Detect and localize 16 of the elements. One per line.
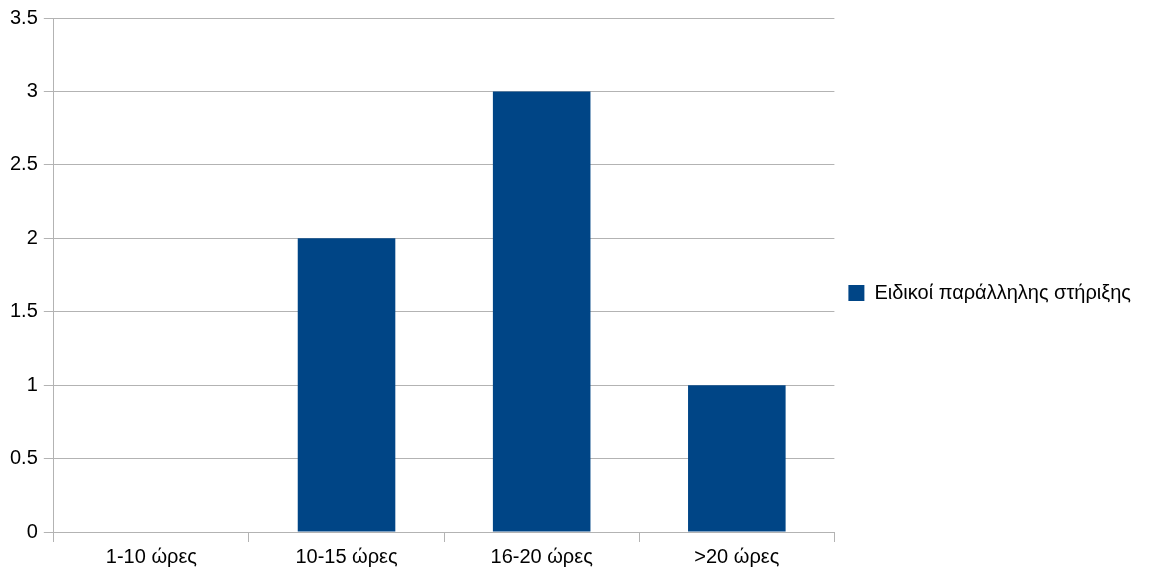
y-tick-label: 3.5 [9,5,38,28]
y-tick-label: 0.5 [9,446,38,469]
y-tick-label: 0 [26,519,38,542]
x-tick-label: 16-20 ώρες [490,544,594,567]
y-tick-label: 3 [26,78,38,101]
y-tick-label: 2.5 [9,152,38,175]
y-tick-label: 1.5 [9,299,38,322]
x-tick-label: 1-10 ώρες [105,544,198,567]
x-tick-label: >20 ώρες [694,544,780,567]
bar [297,238,396,532]
legend-label: Ειδικοί παράλληλης στήριξης [874,280,1132,303]
bar [688,385,786,532]
bar [492,91,591,532]
x-tick-label: 10-15 ώρες [295,544,399,567]
y-tick-label: 2 [26,225,38,248]
y-tick-label: 1 [26,372,38,395]
